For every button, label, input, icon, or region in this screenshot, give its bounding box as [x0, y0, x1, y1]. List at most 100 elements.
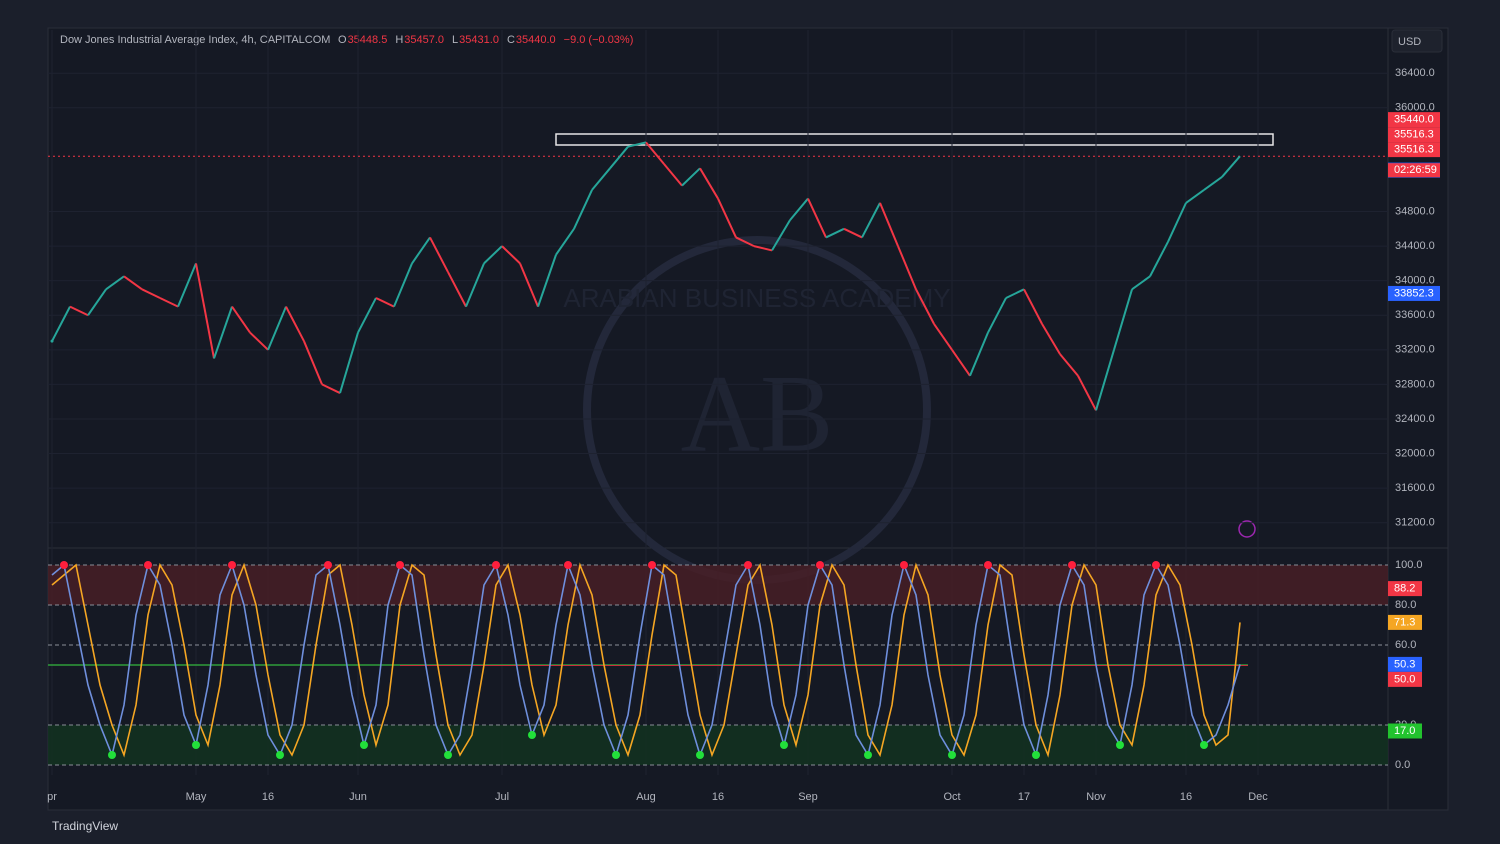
- ohlc-value: 35440.0: [516, 34, 556, 46]
- alert-icon[interactable]: [1238, 520, 1256, 538]
- price-segment: [177, 263, 197, 307]
- price-segment: [861, 202, 881, 238]
- price-segment: [1059, 353, 1079, 377]
- overbought-dot: [648, 561, 656, 569]
- x-tick-label: May: [186, 791, 207, 803]
- x-tick-label: pr: [47, 791, 57, 803]
- price-tag: [1388, 285, 1440, 301]
- price-segment: [1185, 189, 1205, 204]
- overbought-dot: [324, 561, 332, 569]
- price-segment: [195, 263, 215, 359]
- price-segment: [213, 306, 233, 359]
- price-segment: [1203, 176, 1223, 191]
- oscillator-line: [51, 562, 1241, 758]
- price-tag-label: 35516.3: [1394, 129, 1434, 141]
- watermark-name: ARABIAN BUSINESS ACADEMY: [563, 283, 950, 313]
- price-segment: [1221, 155, 1241, 178]
- overbought-dot: [564, 561, 572, 569]
- y-tick-label: 32800.0: [1395, 378, 1435, 390]
- oversold-dot: [360, 741, 368, 749]
- price-segment: [501, 245, 521, 265]
- ohlc-key: H: [395, 34, 403, 46]
- countdown-bg: [1388, 163, 1440, 178]
- price-segment: [1131, 275, 1151, 291]
- y-tick-label: 31200.0: [1395, 517, 1435, 529]
- x-tick-label: Aug: [636, 791, 656, 803]
- osc-tag: [1388, 614, 1422, 630]
- ohlc-value: 35448.5: [348, 34, 388, 46]
- osc-tag: [1388, 671, 1422, 687]
- price-segment: [339, 332, 359, 394]
- price-segment: [231, 306, 251, 334]
- x-tick-label: 16: [1180, 791, 1192, 803]
- price-segment: [519, 263, 539, 307]
- x-tick-label: 16: [262, 791, 274, 803]
- oscillator-line: [51, 562, 1241, 758]
- oversold-dot: [444, 751, 452, 759]
- oversold-zone: [48, 725, 1388, 765]
- price-segment: [627, 141, 647, 148]
- price-segment: [879, 202, 899, 247]
- price-segment: [321, 383, 341, 394]
- overbought-dot: [228, 561, 236, 569]
- currency-button[interactable]: [1391, 29, 1443, 53]
- overbought-zone: [48, 565, 1388, 605]
- price-segment: [573, 189, 593, 230]
- oversold-dot: [612, 751, 620, 759]
- ohlc-key: O: [338, 34, 347, 46]
- price-segment: [87, 288, 107, 316]
- price-segment: [411, 236, 431, 264]
- price-segment: [807, 198, 827, 238]
- price-segment: [1041, 323, 1061, 355]
- y-tick-label: 34800.0: [1395, 205, 1435, 217]
- price-segment: [609, 146, 629, 169]
- y-tick-label: 36000.0: [1395, 102, 1435, 114]
- currency: USD: [1398, 36, 1421, 48]
- price-segment: [1113, 289, 1133, 351]
- overbought-dot: [816, 561, 824, 569]
- y-tick-label: 0.0: [1395, 759, 1410, 771]
- y-tick-label: 31600.0: [1395, 482, 1435, 494]
- osc-tag-label: 17.0: [1394, 725, 1415, 737]
- brand: TradingView: [52, 819, 118, 833]
- x-tick-label: Jun: [349, 791, 367, 803]
- price-segment: [51, 306, 71, 342]
- resistance-box: [555, 133, 1274, 146]
- overbought-dot: [60, 561, 68, 569]
- price-segment: [303, 340, 323, 385]
- overbought-dot: [396, 561, 404, 569]
- price-segment: [285, 306, 305, 342]
- price-segment: [753, 245, 773, 252]
- price-segment: [969, 332, 989, 377]
- oversold-dot: [1116, 741, 1124, 749]
- oversold-dot: [864, 751, 872, 759]
- y-tick-label: 32400.0: [1395, 413, 1435, 425]
- price-segment: [951, 349, 971, 377]
- price-segment: [105, 275, 125, 291]
- overbought-dot: [144, 561, 152, 569]
- ohlc-legend: O 35448.5 H 35457.0 L 35431.0 C 35440.0 −9.0 (−0…: [338, 34, 633, 46]
- price-segment: [699, 167, 719, 200]
- price-segment: [1023, 288, 1043, 325]
- oversold-dot: [192, 741, 200, 749]
- price-segment: [771, 219, 791, 251]
- price-tag: [1388, 142, 1440, 158]
- countdown: 02:26:59: [1394, 164, 1437, 176]
- y-tick-label: 32000.0: [1395, 447, 1435, 459]
- price-segment: [1095, 349, 1115, 411]
- osc-tag-label: 50.3: [1394, 658, 1415, 670]
- overbought-dot: [1152, 561, 1160, 569]
- price-segment: [735, 236, 755, 248]
- price-segment: [393, 263, 413, 307]
- symbol-title: Dow Jones Industrial Average Index, 4h, …: [60, 34, 330, 46]
- price-segment: [141, 288, 161, 299]
- price-segment: [681, 167, 701, 187]
- price-segment: [429, 236, 449, 273]
- y-tick-label: 60.0: [1395, 639, 1416, 651]
- price-segment: [375, 297, 395, 308]
- x-tick-label: Jul: [495, 791, 509, 803]
- price-segment: [1077, 375, 1097, 411]
- price-segment: [1167, 202, 1187, 243]
- price-segment: [483, 245, 503, 265]
